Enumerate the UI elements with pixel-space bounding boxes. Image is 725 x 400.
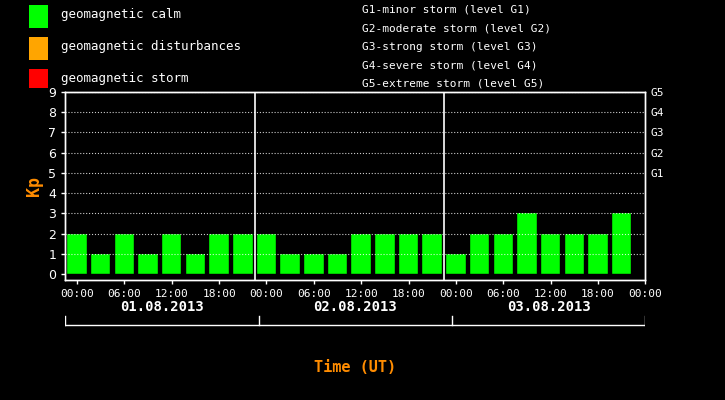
Bar <box>423 234 442 274</box>
Bar <box>115 234 134 274</box>
Bar <box>210 234 229 274</box>
Bar <box>138 254 158 274</box>
Text: geomagnetic calm: geomagnetic calm <box>60 8 181 22</box>
Text: 03.08.2013: 03.08.2013 <box>507 300 590 314</box>
Bar <box>67 234 87 274</box>
Bar <box>352 234 371 274</box>
Text: G4-severe storm (level G4): G4-severe storm (level G4) <box>362 60 538 70</box>
Bar <box>91 254 110 274</box>
Bar <box>233 234 252 274</box>
Text: G1-minor storm (level G1): G1-minor storm (level G1) <box>362 5 531 15</box>
Text: 02.08.2013: 02.08.2013 <box>313 300 397 314</box>
Y-axis label: Kp: Kp <box>25 176 43 196</box>
Bar <box>399 234 418 274</box>
Bar <box>588 234 608 274</box>
Bar <box>612 213 631 274</box>
Bar <box>304 254 323 274</box>
Bar <box>541 234 560 274</box>
Text: geomagnetic disturbances: geomagnetic disturbances <box>60 40 241 53</box>
Bar <box>186 254 205 274</box>
Bar <box>28 37 49 60</box>
Bar <box>517 213 536 274</box>
Text: 01.08.2013: 01.08.2013 <box>120 300 204 314</box>
Text: G5-extreme storm (level G5): G5-extreme storm (level G5) <box>362 79 544 89</box>
Bar <box>28 69 49 92</box>
Bar <box>162 234 181 274</box>
Text: geomagnetic storm: geomagnetic storm <box>60 72 188 85</box>
Text: G3-strong storm (level G3): G3-strong storm (level G3) <box>362 42 538 52</box>
Bar <box>375 234 394 274</box>
Bar <box>28 5 49 28</box>
Text: Time (UT): Time (UT) <box>314 360 397 376</box>
Bar <box>494 234 513 274</box>
Text: G2-moderate storm (level G2): G2-moderate storm (level G2) <box>362 23 552 33</box>
Bar <box>281 254 300 274</box>
Bar <box>328 254 347 274</box>
Bar <box>565 234 584 274</box>
Bar <box>446 254 465 274</box>
Bar <box>257 234 276 274</box>
Bar <box>470 234 489 274</box>
